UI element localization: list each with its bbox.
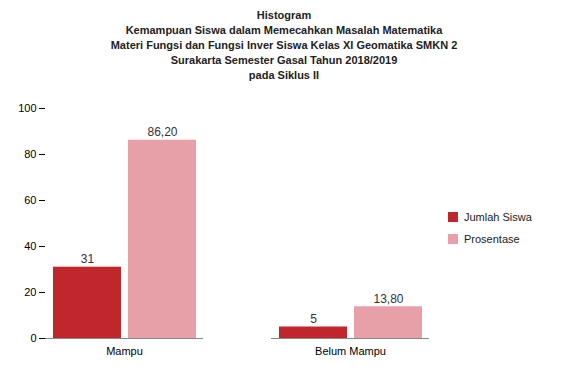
svg-text:0: 0 bbox=[30, 332, 36, 344]
svg-text:40: 40 bbox=[24, 240, 36, 252]
svg-text:80: 80 bbox=[24, 148, 36, 160]
svg-text:31: 31 bbox=[81, 252, 95, 266]
svg-text:Belum Mampu: Belum Mampu bbox=[315, 345, 386, 357]
svg-text:5: 5 bbox=[310, 312, 317, 326]
svg-text:Mampu: Mampu bbox=[106, 345, 143, 357]
svg-text:100: 100 bbox=[18, 102, 36, 114]
html-text:Histogram Kemampuan Siswa dala: Histogram Kemampuan Siswa dalam Memecahk… bbox=[110, 9, 458, 81]
svg-text:86,20: 86,20 bbox=[147, 125, 177, 139]
html-text:Prosentase: Prosentase bbox=[464, 233, 520, 245]
svg-text:20: 20 bbox=[24, 286, 36, 298]
svg-text:13,80: 13,80 bbox=[373, 292, 403, 306]
html-text:Jumlah Siswa: Jumlah Siswa bbox=[464, 211, 532, 223]
svg-text:60: 60 bbox=[24, 194, 36, 206]
